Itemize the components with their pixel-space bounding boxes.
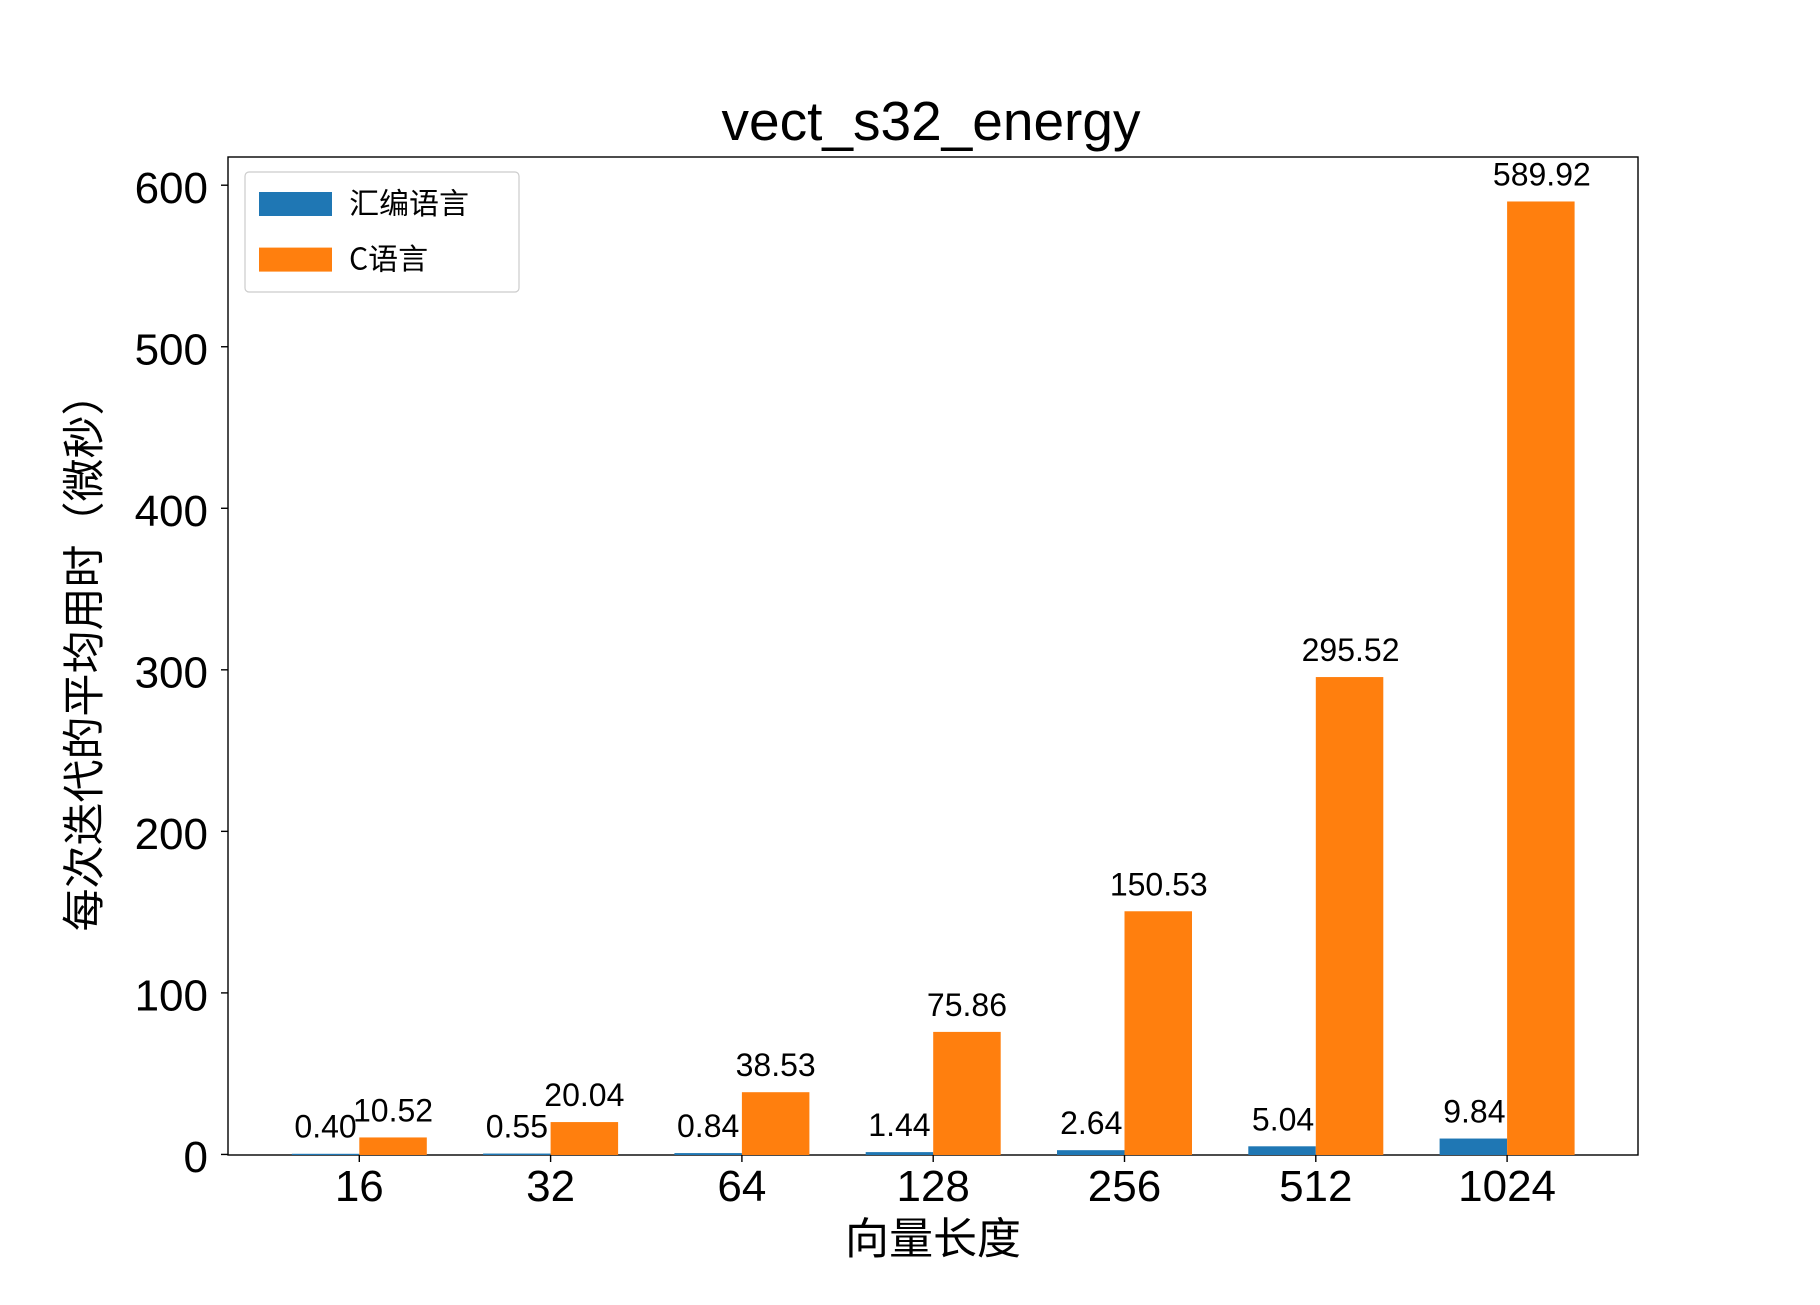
svg-text:400: 400 [135,487,208,536]
svg-text:32: 32 [526,1162,575,1211]
svg-text:500: 500 [135,325,208,374]
svg-text:38.53: 38.53 [736,1047,816,1083]
svg-text:1.44: 1.44 [868,1107,930,1143]
svg-text:0.55: 0.55 [486,1109,548,1145]
svg-text:20.04: 20.04 [544,1077,624,1113]
svg-text:vect_s32_energy: vect_s32_energy [722,90,1141,152]
svg-text:295.52: 295.52 [1302,632,1400,668]
svg-text:9.84: 9.84 [1443,1094,1505,1130]
svg-text:512: 512 [1279,1162,1352,1211]
svg-text:10.52: 10.52 [353,1092,433,1128]
svg-text:100: 100 [135,972,208,1021]
svg-text:256: 256 [1088,1162,1161,1211]
svg-text:2.64: 2.64 [1060,1105,1122,1141]
svg-text:C语言: C语言 [349,235,428,279]
svg-text:589.92: 589.92 [1493,156,1591,192]
svg-text:1024: 1024 [1458,1162,1556,1211]
svg-text:0: 0 [184,1133,208,1182]
svg-text:600: 600 [135,164,208,213]
svg-text:0.40: 0.40 [294,1108,356,1144]
svg-text:16: 16 [335,1162,384,1211]
svg-text:0.84: 0.84 [677,1108,739,1144]
svg-text:150.53: 150.53 [1110,866,1208,902]
svg-text:64: 64 [717,1162,766,1211]
svg-text:300: 300 [135,648,208,697]
svg-text:每次迭代的平均用时（微秒）: 每次迭代的平均用时（微秒） [50,373,112,932]
svg-text:汇编语言: 汇编语言 [349,179,469,223]
svg-text:向量长度: 向量长度 [845,1203,1021,1267]
svg-text:200: 200 [135,810,208,859]
svg-text:75.86: 75.86 [927,987,1007,1023]
svg-text:5.04: 5.04 [1252,1101,1314,1137]
